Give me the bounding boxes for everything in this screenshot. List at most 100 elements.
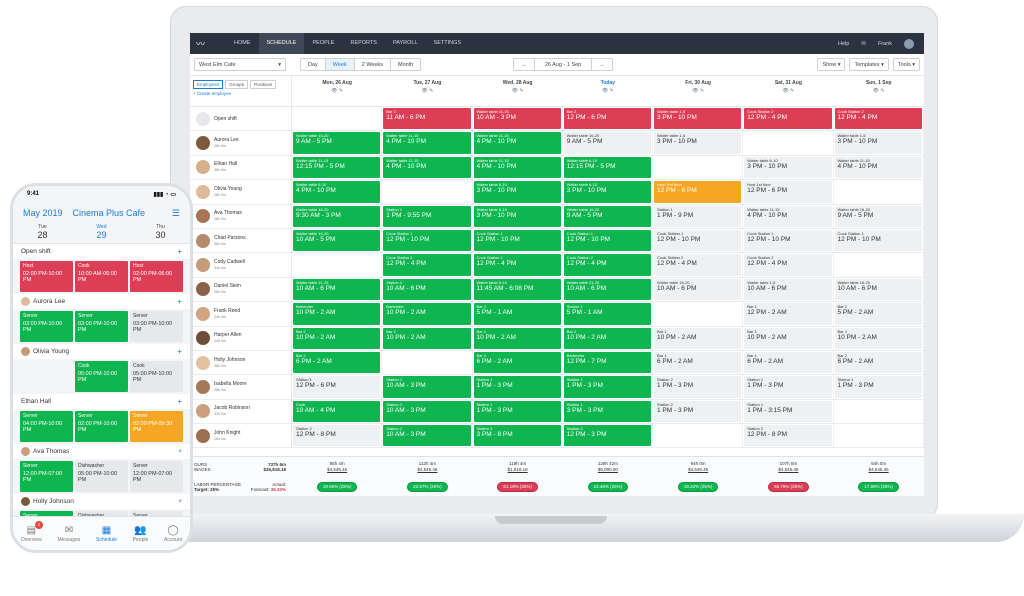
schedule-cell[interactable]: Station 1 12 PM - 6 PM xyxy=(292,375,383,399)
day-header[interactable]: Today 👁 ✎ xyxy=(563,76,653,106)
shift-card[interactable]: Bar 2 10 PM - 2 AM xyxy=(473,327,561,349)
schedule-cell[interactable] xyxy=(653,155,744,180)
schedule-cell[interactable]: Waiter table 6-10 3 PM - 10 PM xyxy=(473,204,563,228)
schedule-cell[interactable]: Station 1 10 AM - 3 PM xyxy=(382,399,473,424)
shift-card[interactable]: Bar 2 10 PM - 2 AM xyxy=(383,327,471,349)
shift-card[interactable]: Bartender 10 PM - 2 AM xyxy=(293,303,381,325)
shift-card[interactable]: Waiter table 16-20 9 AM - 5 PM xyxy=(563,132,651,154)
shift-card[interactable]: Station 1 12 PM - 6 PM xyxy=(293,376,381,398)
next-week-button[interactable]: → xyxy=(599,62,605,68)
shift-card[interactable]: Bartender 12 PM - 7 PM xyxy=(563,351,651,374)
tab-overview[interactable]: ▤ Overview 2 xyxy=(21,520,43,543)
shift-card[interactable]: Waiter table 1-5 3 PM - 10 PM xyxy=(834,132,922,154)
schedule-cell[interactable] xyxy=(743,131,834,155)
shift-card[interactable]: Station 2 12 PM - 3 PM xyxy=(563,425,651,447)
schedule-cell[interactable] xyxy=(834,399,924,424)
schedule-cell[interactable]: Waiter table 11-15 4 PM - 10 PM xyxy=(382,155,473,180)
nav-item-settings[interactable]: SETTINGS xyxy=(433,40,462,46)
date-range-label[interactable]: 26 Aug - 1 Sep xyxy=(535,59,593,70)
schedule-cell[interactable] xyxy=(834,424,924,448)
shift-card[interactable]: Waiter table 6-10 3 PM - 10 PM xyxy=(473,181,561,203)
employee-cell[interactable]: Aurora Lee 28h 0m xyxy=(190,131,292,155)
schedule-cell[interactable]: Station 2 12 PM - 8 PM xyxy=(743,424,834,448)
day-header[interactable]: Tue, 27 Aug 👁 ✎ xyxy=(382,76,472,106)
phone-shift-card[interactable]: Server 03:00 PM-10:00 PM xyxy=(130,311,183,342)
shift-card[interactable]: Bar 2 10 PM - 2 AM xyxy=(293,327,381,349)
schedule-cell[interactable]: Waiter table 6-10 3 PM - 10 PM xyxy=(473,180,563,204)
schedule-cell[interactable]: Waiter table 1-5 3 PM - 10 PM xyxy=(653,131,744,155)
schedule-cell[interactable]: Station 2 12 PM - 3 PM xyxy=(563,424,653,448)
schedule-cell[interactable]: Waiter table 11-15 4 PM - 10 PM xyxy=(473,131,563,155)
shift-card[interactable]: Waiter table 6-10 3 PM - 10 PM xyxy=(744,156,832,179)
schedule-cell[interactable]: Cook Station 1 12 PM - 10 PM xyxy=(743,228,834,253)
schedule-cell[interactable]: Waiter table 16-20 10 AM - 6 PM xyxy=(834,277,924,302)
schedule-cell[interactable] xyxy=(653,424,744,448)
schedule-cell[interactable]: Station 1 10 AM - 3 PM xyxy=(382,375,473,399)
shift-card[interactable]: Waiter table 6-10 4 PM - 10 PM xyxy=(293,181,381,203)
schedule-cell[interactable]: Cook Station 1 12 PM - 10 PM xyxy=(563,228,653,253)
schedule-cell[interactable]: Waiter table 11-15 4 PM - 10 PM xyxy=(473,155,563,180)
schedule-cell[interactable] xyxy=(382,180,473,204)
shift-card[interactable]: Cook Station 2 12 PM - 4 PM xyxy=(834,108,922,130)
schedule-cell[interactable]: Waiter table 11-15 12:15 PM - 5 PM xyxy=(292,155,383,180)
schedule-cell[interactable]: Cook Station 1 12 PM - 10 PM xyxy=(653,228,744,253)
shift-card[interactable]: Station 2 12 PM - 8 PM xyxy=(293,425,381,447)
schedule-cell[interactable]: Cook Station 2 12 PM - 4 PM xyxy=(743,253,834,277)
schedule-cell[interactable]: Bar 1 10 PM - 2 AM xyxy=(653,326,744,350)
shift-card[interactable]: Station 2 10 AM - 3 PM xyxy=(383,425,471,447)
help-menu[interactable]: Help xyxy=(838,40,850,47)
filter-icon[interactable]: ☰ xyxy=(171,207,180,218)
shift-card[interactable]: Cook Station 2 12 PM - 4 PM xyxy=(563,254,651,276)
user-menu[interactable]: Frank xyxy=(877,40,892,47)
schedule-cell[interactable]: Waiter table 21-25 10 AM - 6 PM xyxy=(292,277,383,302)
shift-card[interactable]: Cook Station 1 12 PM - 10 PM xyxy=(744,229,832,252)
employee-cell[interactable]: Harper Allen 24h 0m xyxy=(190,326,292,350)
phone-shift-card[interactable]: Cook 05:00 PM-10:00 PM xyxy=(75,361,128,392)
schedule-cell[interactable] xyxy=(292,253,383,277)
shift-card[interactable]: Cook Station 1 12 PM - 10 PM xyxy=(473,229,561,252)
schedule-cell[interactable]: Waiter table 6-10 4 PM - 10 PM xyxy=(292,180,383,204)
shift-card[interactable]: Cook 10 AM - 4 PM xyxy=(293,400,381,423)
shift-card[interactable]: Waiter table 11-15 4 PM - 10 PM xyxy=(473,132,561,154)
schedule-cell[interactable]: Waiter table 6-10 12:15 PM - 5 PM xyxy=(563,155,653,180)
schedule-cell[interactable]: Bar 2 10 PM - 2 AM xyxy=(473,326,563,350)
employee-cell[interactable]: Chad Parsons 36h 0m xyxy=(190,228,292,253)
schedule-cell[interactable]: Bar 2 10 PM - 2 AM xyxy=(563,326,653,350)
phone-shift-card[interactable]: Cook 05:00 PM-10:00 PM xyxy=(130,361,183,392)
view-day[interactable]: Day xyxy=(301,59,326,70)
schedule-cell[interactable] xyxy=(653,302,744,326)
shift-card[interactable]: Bar 1 10 PM - 2 AM xyxy=(834,327,922,349)
schedule-cell[interactable]: Bar 2 11 AM - 6 PM xyxy=(382,107,473,131)
phone-shift-card[interactable]: Server 12:00 PM-07:00 PM xyxy=(130,461,183,492)
nav-item-people[interactable]: PEOPLE xyxy=(312,40,335,46)
tab-messages[interactable]: ✉ Messages xyxy=(57,525,80,543)
shift-card[interactable]: Bar 2 11 AM - 6 PM xyxy=(383,108,471,130)
day-header[interactable]: Wed, 28 Aug 👁 ✎ xyxy=(473,76,563,106)
shift-card[interactable]: Waiter table 21-25 10 AM - 6 PM xyxy=(563,278,651,301)
day-header[interactable]: Sun, 1 Sep 👁 ✎ xyxy=(834,76,924,106)
shift-card[interactable]: Waiter table 6-10 3 PM - 10 PM xyxy=(563,181,651,203)
shift-card[interactable]: Waiter table 16-20 9 AM - 5 PM xyxy=(563,205,651,227)
shift-card[interactable]: Cook Station 2 12 PM - 4 PM xyxy=(744,108,832,130)
shift-card[interactable]: Waiter table 11-15 12:15 PM - 5 PM xyxy=(293,156,381,179)
schedule-cell[interactable]: Waiter table 11-15 10 AM - 3 PM xyxy=(473,107,563,131)
shift-card[interactable]: Waiter table 16-20 9 AM - 5 PM xyxy=(293,132,381,154)
schedule-cell[interactable]: Bartender 10 PM - 2 AM xyxy=(292,302,383,326)
schedule-cell[interactable]: Cook Station 1 12 PM - 10 PM xyxy=(834,228,924,253)
shift-card[interactable]: Bar 2 12 PM - 6 PM xyxy=(563,108,651,130)
schedule-cell[interactable] xyxy=(834,253,924,277)
shift-card[interactable]: Waiter table 6-10 3 PM - 10 PM xyxy=(473,205,561,227)
shift-card[interactable]: Cook Station 1 12 PM - 10 PM xyxy=(654,229,742,252)
